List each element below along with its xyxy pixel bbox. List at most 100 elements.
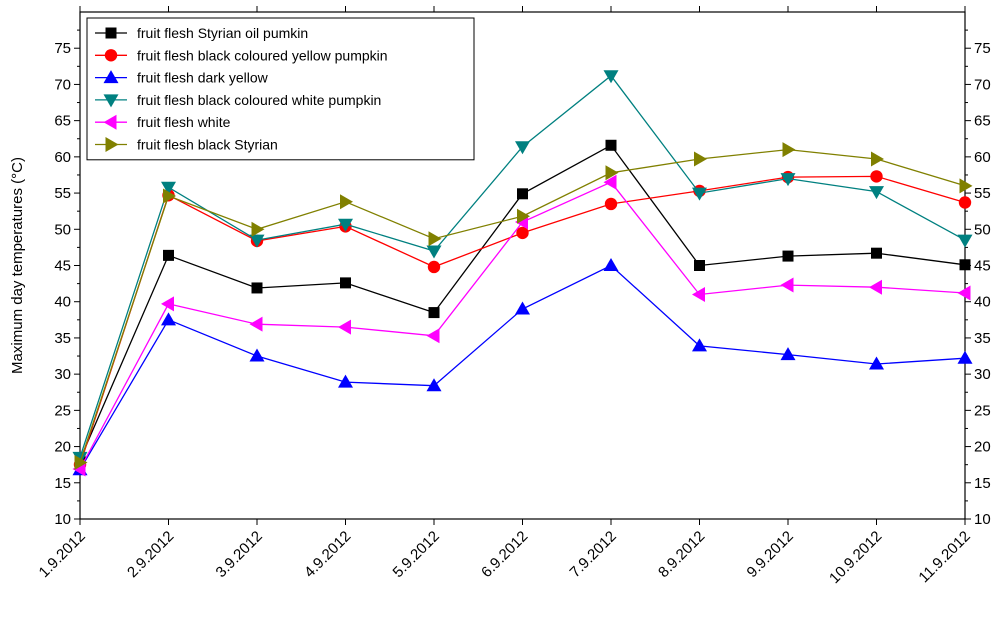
legend-entry: fruit flesh white: [95, 114, 231, 130]
data-point: [692, 187, 707, 201]
data-point: [251, 221, 265, 237]
y-tick-label-right: 70: [974, 76, 991, 93]
legend-label: fruit flesh dark yellow: [137, 70, 269, 86]
data-point: [869, 279, 882, 295]
data-point: [603, 174, 617, 190]
data-point: [516, 226, 529, 240]
data-point: [161, 181, 176, 195]
y-tick-label-left: 50: [54, 221, 71, 238]
data-point: [871, 247, 882, 259]
data-point: [782, 142, 796, 158]
data-point: [161, 312, 176, 326]
data-point: [605, 139, 617, 151]
data-point: [340, 277, 351, 289]
data-point: [338, 218, 353, 232]
data-point: [428, 307, 440, 319]
data-point: [692, 286, 705, 302]
y-tick-label-left: 70: [54, 76, 71, 93]
y-tick-label-right: 10: [974, 511, 991, 528]
legend: fruit flesh Styrian oil pumkin fruit fles…: [86, 17, 475, 161]
y-tick-label-left: 20: [54, 439, 71, 456]
legend-entry: fruit flesh black coloured white pumpkin: [95, 92, 381, 108]
y-tick-label-right: 55: [974, 185, 991, 202]
data-point: [74, 455, 88, 471]
data-point: [869, 356, 884, 370]
x-tick-label: 5.9.2012: [390, 528, 443, 581]
data-point: [957, 350, 973, 364]
legend-label: fruit flesh black Styrian: [137, 137, 278, 153]
data-point: [163, 249, 174, 261]
data-point: [605, 165, 619, 181]
y-tick-label-left: 35: [54, 330, 71, 347]
legend-marker: [105, 27, 117, 39]
data-point: [338, 319, 351, 335]
data-point: [426, 328, 440, 344]
data-point: [694, 260, 705, 271]
data-point: [426, 245, 442, 259]
y-tick-label-right: 60: [974, 149, 991, 166]
data-point: [428, 231, 442, 247]
data-point: [959, 259, 971, 271]
data-point: [249, 348, 265, 362]
legend-label: fruit flesh Styrian oil pumkin: [137, 25, 308, 41]
data-point: [603, 258, 619, 271]
series-2: [72, 258, 973, 476]
data-point: [869, 186, 884, 200]
data-point: [340, 194, 353, 210]
y-tick-label-right: 25: [974, 402, 991, 419]
y-tick-label-right: 45: [974, 258, 991, 275]
y-tick-label-left: 55: [54, 185, 71, 202]
y-tick-label-right: 15: [974, 475, 991, 492]
data-point: [338, 374, 353, 388]
data-point: [515, 301, 530, 315]
x-tick-label: 1.9.2012: [36, 528, 89, 581]
series-line: [79, 264, 966, 471]
y-tick-label-right: 40: [974, 294, 991, 311]
x-tick-label: 4.9.2012: [301, 528, 354, 581]
data-point: [957, 285, 971, 301]
x-tick-label: 6.9.2012: [478, 528, 531, 581]
legend-marker: [103, 114, 117, 130]
data-point: [161, 296, 174, 312]
series-3: [72, 70, 973, 465]
y-tick-label-left: 40: [54, 294, 71, 311]
x-tick-label: 9.9.2012: [744, 528, 797, 581]
legend-marker: [103, 94, 119, 108]
y-tick-label-left: 60: [54, 149, 71, 166]
x-tick-label: 11.9.2012: [915, 528, 973, 586]
legend-marker: [104, 49, 118, 62]
x-tick-label: 8.9.2012: [655, 528, 708, 581]
series-0: [74, 139, 971, 466]
x-tick-label: 10.9.2012: [826, 528, 885, 587]
data-point: [427, 260, 441, 274]
data-point: [780, 347, 796, 361]
x-tick-label: 3.9.2012: [213, 528, 266, 581]
data-point: [780, 173, 796, 187]
data-point: [957, 234, 973, 248]
x-tick-label: 7.9.2012: [567, 528, 620, 581]
data-point: [782, 250, 794, 262]
legend-label: fruit flesh black coloured yellow pumpki…: [137, 47, 388, 63]
data-point: [871, 151, 884, 167]
legend-marker: [105, 137, 119, 152]
y-tick-label-left: 30: [54, 366, 71, 383]
y-tick-label-right: 50: [974, 221, 991, 238]
legend-entry: fruit flesh dark yellow: [95, 70, 269, 86]
data-point: [959, 178, 973, 194]
data-point: [515, 141, 530, 155]
y-tick-label-left: 25: [54, 402, 71, 419]
data-point: [780, 277, 794, 293]
y-tick-label-right: 30: [974, 366, 991, 383]
y-axis-label: Maximum day temperatures (°C): [9, 157, 26, 374]
y-tick-label-right: 75: [974, 40, 991, 57]
data-point: [249, 234, 265, 248]
data-point: [603, 70, 619, 84]
legend-entry: fruit flesh black coloured yellow pumpki…: [95, 47, 388, 63]
series-layer: [72, 70, 973, 477]
y-tick-label-right: 65: [974, 113, 991, 130]
series-5: [74, 142, 973, 471]
y-tick-label-left: 45: [54, 258, 71, 275]
legend-marker: [103, 70, 119, 84]
data-point: [251, 282, 263, 294]
